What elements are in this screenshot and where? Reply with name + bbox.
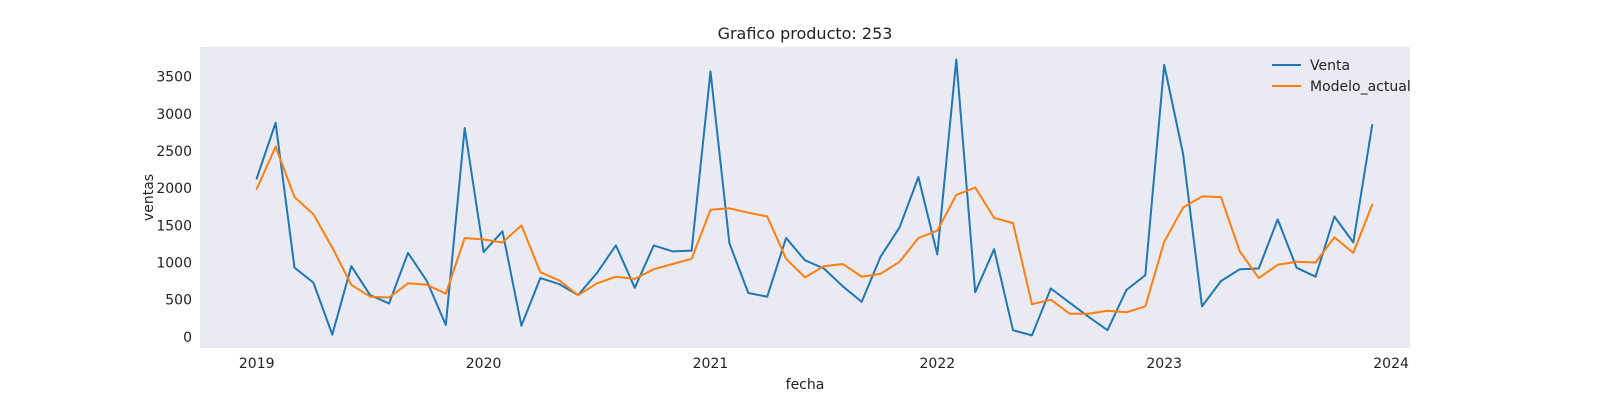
chart-title: Grafico producto: 253 bbox=[718, 24, 893, 43]
y-axis-label: ventas bbox=[141, 174, 157, 221]
x-axis: 2019 2020 2021 2022 2023 2024 bbox=[239, 356, 1409, 372]
x-tick-label: 2019 bbox=[239, 356, 275, 372]
y-tick-label: 2000 bbox=[156, 181, 192, 197]
y-tick-label: 1000 bbox=[156, 256, 192, 272]
y-tick-label: 3500 bbox=[156, 70, 192, 86]
x-tick-label: 2024 bbox=[1373, 356, 1409, 372]
x-tick-label: 2021 bbox=[693, 356, 729, 372]
x-tick-label: 2020 bbox=[466, 356, 502, 372]
series-line-1 bbox=[255, 145, 1374, 315]
y-tick-label: 2500 bbox=[156, 144, 192, 160]
legend-label: Venta bbox=[1310, 58, 1350, 74]
series-lines bbox=[255, 58, 1374, 337]
y-axis: 0 500 1000 1500 2000 2500 3000 3500 bbox=[156, 70, 192, 346]
series-line-0 bbox=[255, 58, 1374, 337]
x-tick-label: 2022 bbox=[920, 356, 956, 372]
x-axis-label: fecha bbox=[786, 377, 825, 393]
legend: Venta Modelo_actual bbox=[1272, 58, 1411, 95]
y-tick-label: 3000 bbox=[156, 107, 192, 123]
y-tick-label: 1500 bbox=[156, 218, 192, 234]
x-tick-label: 2023 bbox=[1146, 356, 1182, 372]
y-tick-label: 500 bbox=[165, 293, 192, 309]
y-tick-label: 0 bbox=[183, 330, 192, 346]
plot-area-background bbox=[200, 47, 1410, 348]
legend-label: Modelo_actual bbox=[1310, 79, 1411, 95]
